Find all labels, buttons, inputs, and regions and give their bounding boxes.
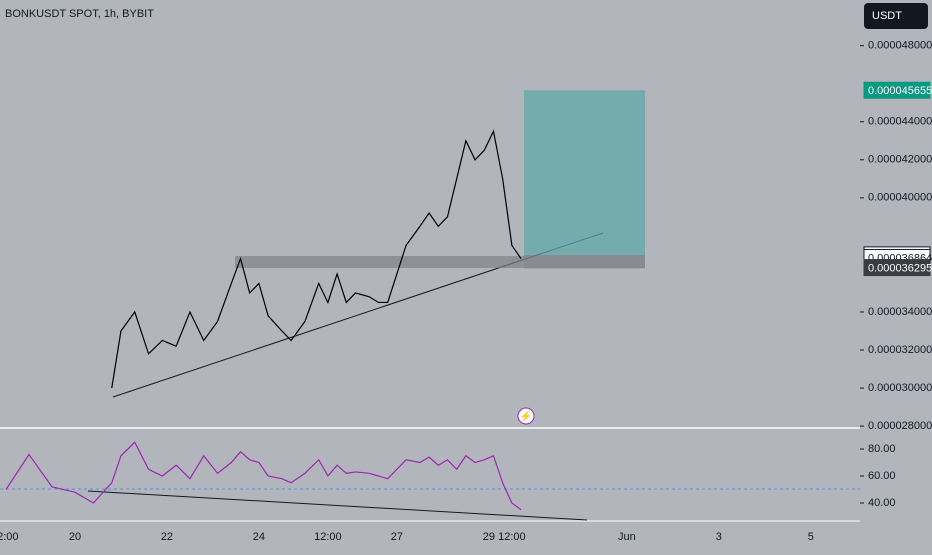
y-tick-label: 80.00 [868,443,896,455]
x-tick-label: 3 [716,531,722,543]
currency-button[interactable] [864,3,928,29]
alert-icon[interactable] [517,407,535,425]
support-zone [235,256,524,268]
x-tick-label: 29 [483,531,495,543]
y-tick-label: 0.0000400000 [868,192,932,204]
x-tick-label: 12:00 [314,531,342,543]
symbol-title: BONKUSDT SPOT, 1h, BYBIT [5,8,154,20]
x-tick-label: 5 [808,531,814,543]
y-tick-label: 0.0000480000 [868,40,932,52]
x-tick-label: 20 [69,531,81,543]
stop-zone [524,254,645,269]
price-line [5,441,522,511]
price-tag-label: 0.0000456553 [868,85,932,97]
x-tick-label: 27 [391,531,403,543]
y-tick-label: 60.00 [868,470,896,482]
price-tag-label: 0.0000362954 [868,262,932,274]
price-line [111,129,522,389]
y-tick-label: 0.0000340000 [868,306,932,318]
currency-label[interactable]: USDT [872,10,902,22]
rsi-trendline [87,490,588,521]
price-tag [863,259,931,277]
x-tick-label: 2:00 [0,531,19,543]
x-tick-label: Jun [618,531,636,543]
y-tick-label: 40.00 [868,497,896,509]
x-tick-label: 24 [253,531,265,543]
y-tick-label: 0.0000280000 [868,420,932,432]
y-tick-label: 0.0000420000 [868,154,932,166]
y-tick-label: 0.0000320000 [868,344,932,356]
alert-glyph[interactable]: ⚡ [520,410,532,423]
y-tick-label: 0.0000300000 [868,382,932,394]
x-tick-label: 22 [161,531,173,543]
target-zone [524,90,645,255]
y-tick-label: 0.0000440000 [868,116,932,128]
price-tag [863,81,931,99]
x-tick-label: 12:00 [498,531,526,543]
